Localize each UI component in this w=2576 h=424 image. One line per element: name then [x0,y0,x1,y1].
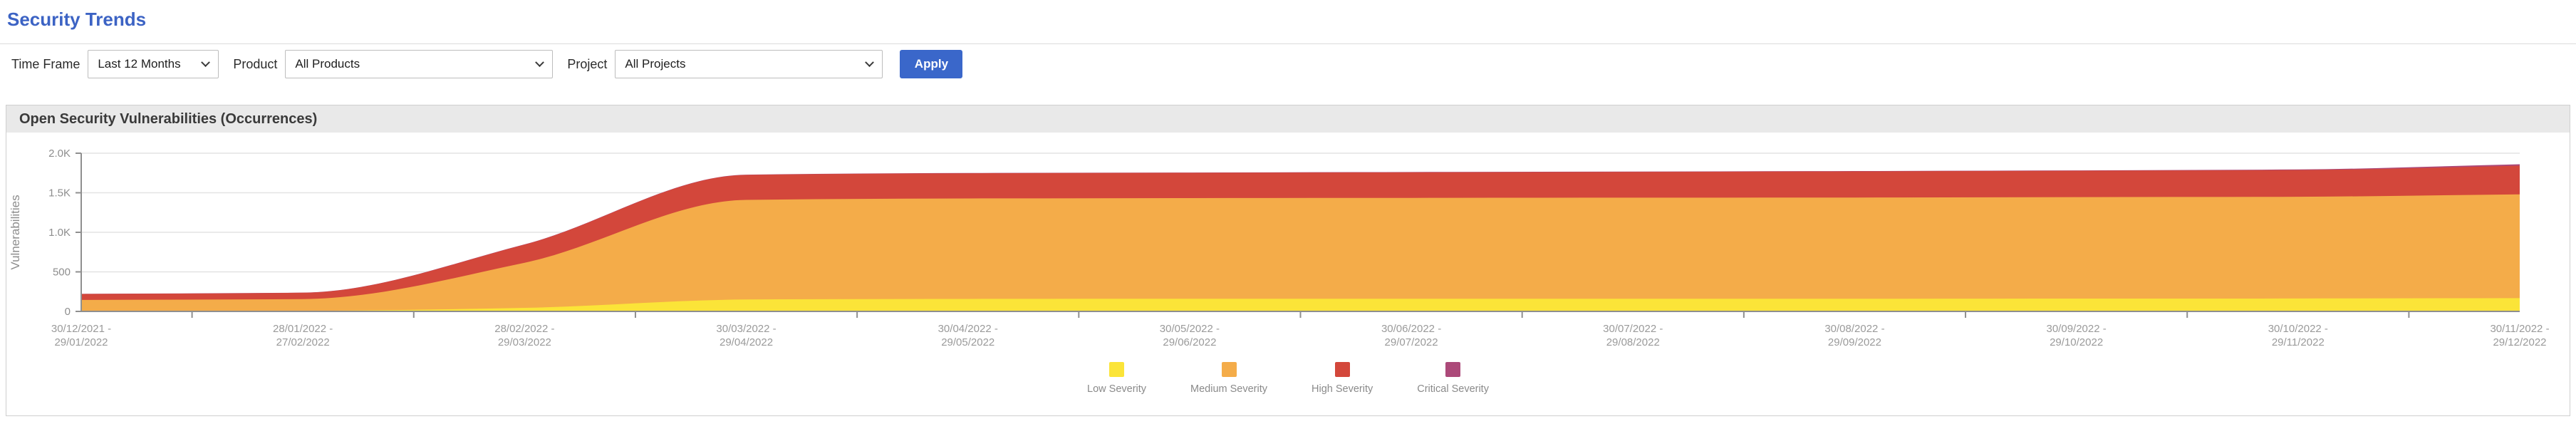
svg-text:1.0K: 1.0K [48,227,71,239]
svg-text:29/06/2022: 29/06/2022 [1163,336,1216,348]
svg-text:1.5K: 1.5K [48,187,71,200]
chevron-down-icon [535,57,545,67]
svg-text:29/05/2022: 29/05/2022 [941,336,994,348]
x-axis-labels: 30/12/2021 -29/01/2022 28/01/2022 -27/02/… [51,323,2550,348]
svg-text:27/02/2022: 27/02/2022 [276,336,330,348]
axes [76,152,2520,318]
chevron-down-icon [201,57,211,67]
legend-item-low-severity[interactable]: Low Severity [1087,362,1146,395]
svg-text:28/02/2022 -: 28/02/2022 - [494,323,554,335]
svg-text:29/03/2022: 29/03/2022 [498,336,551,348]
svg-text:30/09/2022 -: 30/09/2022 - [2047,323,2107,335]
svg-text:30/12/2021 -: 30/12/2021 - [51,323,111,335]
chart-area: 0 500 1.0K 1.5K 2.0K 30/12/2021 -29/01/2022 28… [6,133,2570,357]
trend-chart-svg: 0 500 1.0K 1.5K 2.0K 30/12/2021 -29/01/2022 28… [9,148,2550,348]
svg-text:29/01/2022: 29/01/2022 [54,336,108,348]
y-axis-title: Vulnerabilities [9,195,22,269]
legend-label: Critical Severity [1417,383,1489,395]
legend-item-medium-severity[interactable]: Medium Severity [1190,362,1267,395]
page-title: Security Trends [7,9,147,30]
filter-bar: Time Frame Last 12 Months Product All Pr… [0,44,2576,84]
legend-label: High Severity [1312,383,1373,395]
time-frame-select[interactable]: Last 12 Months [88,50,219,78]
product-label: Product [233,56,278,71]
svg-text:28/01/2022 -: 28/01/2022 - [273,323,333,335]
svg-text:29/10/2022: 29/10/2022 [2050,336,2103,348]
area-medium-severity [81,194,2520,311]
svg-text:30/07/2022 -: 30/07/2022 - [1603,323,1663,335]
project-selected-value: All Projects [625,57,686,71]
critical-severity-swatch-icon [1445,362,1461,377]
svg-text:29/09/2022: 29/09/2022 [1828,336,1881,348]
svg-text:29/11/2022: 29/11/2022 [2272,336,2325,348]
svg-text:29/04/2022: 29/04/2022 [720,336,773,348]
chart-panel-header: Open Security Vulnerabilities (Occurrenc… [6,105,2570,133]
y-axis-labels: 0 500 1.0K 1.5K 2.0K [48,148,71,318]
svg-text:30/10/2022 -: 30/10/2022 - [2268,323,2328,335]
stacked-areas [81,164,2520,311]
legend-label: Medium Severity [1190,383,1268,395]
chart-legend: Low Severity Medium Severity High Severity… [6,362,2570,395]
product-select[interactable]: All Products [285,50,554,78]
svg-text:30/08/2022 -: 30/08/2022 - [1824,323,1884,335]
svg-text:30/11/2022 -: 30/11/2022 - [2490,323,2549,335]
svg-text:29/07/2022: 29/07/2022 [1385,336,1438,348]
apply-button[interactable]: Apply [900,50,963,78]
svg-text:29/08/2022: 29/08/2022 [1606,336,1660,348]
chart-panel: Open Security Vulnerabilities (Occurrenc… [6,105,2570,416]
chevron-down-icon [865,57,875,67]
project-select[interactable]: All Projects [615,50,883,78]
svg-text:29/12/2022: 29/12/2022 [2493,336,2546,348]
product-selected-value: All Products [295,57,360,71]
project-label: Project [567,56,608,71]
area-low-severity [81,298,2520,311]
legend-label: Low Severity [1087,383,1147,395]
svg-text:30/04/2022 -: 30/04/2022 - [938,323,998,335]
medium-severity-swatch-icon [1221,362,1237,377]
legend-item-high-severity[interactable]: High Severity [1312,362,1373,395]
time-frame-selected-value: Last 12 Months [98,57,181,71]
svg-text:2.0K: 2.0K [48,148,71,160]
header-divider [0,43,2576,44]
high-severity-swatch-icon [1334,362,1350,377]
svg-text:0: 0 [65,306,71,318]
svg-text:30/06/2022 -: 30/06/2022 - [1381,323,1441,335]
low-severity-swatch-icon [1109,362,1125,377]
time-frame-label: Time Frame [11,56,80,71]
svg-text:30/05/2022 -: 30/05/2022 - [1160,323,1220,335]
svg-text:500: 500 [53,267,71,279]
chart-panel-title: Open Security Vulnerabilities (Occurrenc… [19,110,318,127]
svg-text:30/03/2022 -: 30/03/2022 - [716,323,776,335]
legend-item-critical-severity[interactable]: Critical Severity [1417,362,1489,395]
